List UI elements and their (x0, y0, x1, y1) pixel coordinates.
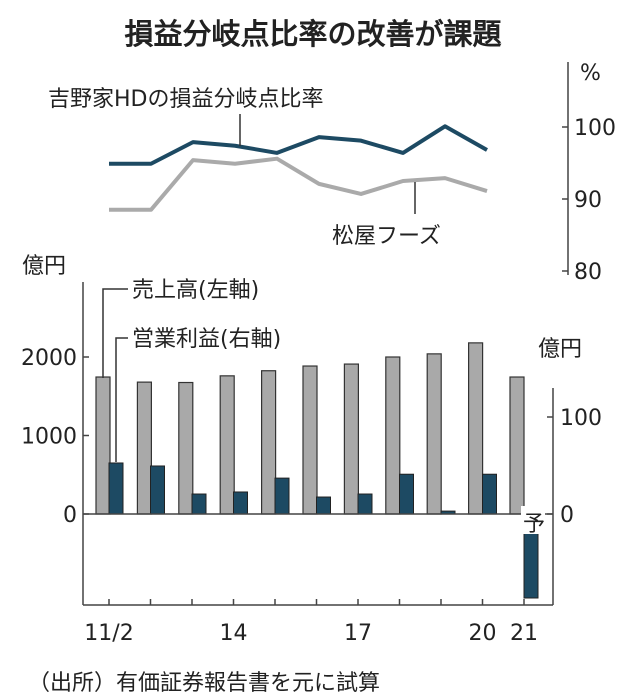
legend-profit: 営業利益(右軸) (132, 327, 281, 352)
sales-bar (178, 381, 194, 515)
leader-sales (102, 288, 128, 378)
x-tick-label: 17 (344, 621, 372, 646)
profit-bar (150, 465, 165, 515)
left-y-tick-label: 2000 (21, 346, 77, 371)
sales-bar (343, 363, 359, 515)
line-y-tick-label: 100 (574, 116, 616, 141)
forecast-label-bg (521, 506, 545, 534)
sales-bar (468, 342, 484, 515)
sales-bar (509, 376, 525, 515)
sales-bar (136, 381, 152, 515)
x-tick-label: 11/2 (84, 621, 133, 646)
profit-bar (191, 493, 207, 515)
line-y-tick-label: 80 (574, 260, 602, 285)
right-y-tick-label: 0 (560, 503, 574, 528)
leader-profit (115, 337, 128, 462)
source-note: （出所）有価証券報告書を元に試算 (28, 671, 380, 696)
profit-bar (274, 477, 290, 515)
sales-bar (261, 370, 277, 515)
chart-title: 損益分岐点比率の改善が課題 (124, 17, 502, 51)
profit-bar (357, 493, 373, 515)
legend-matsuya: 松屋フーズ (332, 224, 441, 249)
sales-bar (426, 353, 442, 515)
sales-bar (219, 375, 235, 515)
right-unit-label: 億円 (538, 337, 582, 362)
sales-bar (302, 365, 318, 515)
line-matsuya (109, 156, 488, 212)
sales-bar (95, 376, 111, 515)
left-unit-label: 億円 (22, 254, 66, 279)
legend-yoshinoya: 吉野家HDの損益分岐点比率 (48, 87, 323, 112)
right-y-tick-label: 100 (560, 406, 602, 431)
line-unit-label: % (580, 61, 601, 86)
x-tick-label: 20 (469, 621, 497, 646)
sales-bar (385, 356, 401, 515)
profit-bar (233, 491, 248, 515)
forecast-label: 予 (523, 512, 545, 537)
legend-sales: 売上高(左軸) (132, 278, 259, 303)
profit-bar (316, 496, 331, 515)
x-tick-label: 21 (510, 621, 538, 646)
x-tick-label: 14 (220, 621, 248, 646)
profit-bar (108, 462, 124, 515)
line-yoshinoya (109, 124, 488, 166)
left-y-tick-label: 1000 (21, 425, 77, 450)
profit-bar (482, 473, 497, 515)
left-y-tick-label: 0 (63, 503, 77, 528)
profit-bar (399, 473, 414, 515)
line-y-tick-label: 90 (574, 188, 602, 213)
